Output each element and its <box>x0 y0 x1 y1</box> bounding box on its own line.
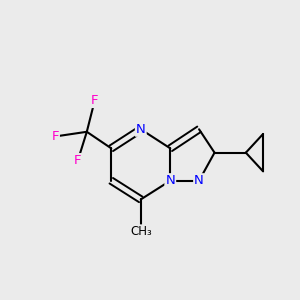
Text: F: F <box>51 130 59 143</box>
Text: F: F <box>74 154 82 167</box>
Text: N: N <box>136 123 146 136</box>
Text: N: N <box>194 174 204 187</box>
Text: F: F <box>91 94 98 107</box>
Text: CH₃: CH₃ <box>130 225 152 238</box>
Text: N: N <box>165 174 175 187</box>
